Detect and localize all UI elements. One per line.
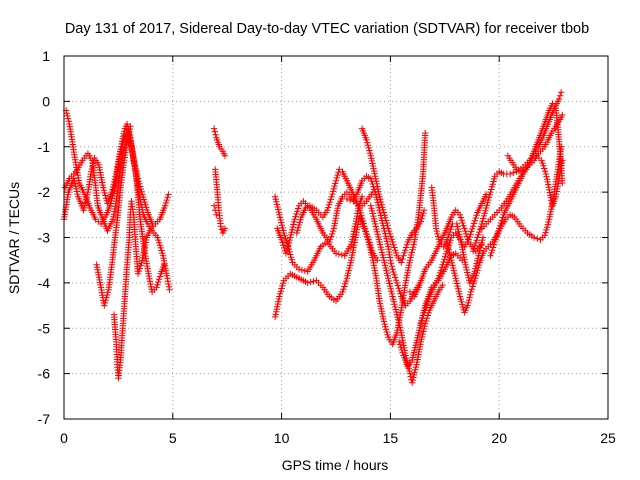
data-markers: [61, 132, 168, 296]
series-track-16: [367, 202, 446, 386]
data-markers: [504, 100, 566, 187]
axis-ticks: 0 5 10 15 20 25 -7 -6 -5 -4 -3 -2 -1 0 1: [38, 48, 616, 446]
data-markers: [343, 173, 422, 309]
series-track-2: [61, 132, 168, 296]
series-track-4: [93, 123, 134, 309]
x-tick-label: 25: [600, 430, 616, 446]
series-track-5: [110, 198, 155, 382]
series-track-15: [358, 125, 428, 266]
series-track-3: [63, 107, 173, 293]
x-tick-label: 0: [60, 430, 68, 446]
data-markers: [417, 191, 490, 327]
series-track-6: [210, 125, 229, 159]
series-track-7: [212, 166, 229, 237]
plot-area: [60, 89, 566, 386]
data-markers: [63, 107, 173, 293]
x-tick-label: 20: [491, 430, 507, 446]
y-tick-label: -1: [38, 139, 51, 155]
chart-title: Day 131 of 2017, Sidereal Day-to-day VTE…: [65, 21, 589, 37]
data-markers: [443, 143, 565, 316]
x-tick-label: 5: [169, 430, 177, 446]
y-tick-label: -2: [38, 184, 51, 200]
x-tick-label: 15: [383, 430, 399, 446]
data-markers: [110, 198, 155, 382]
y-tick-label: -5: [38, 320, 51, 336]
series-track-10: [271, 193, 366, 275]
series-track-21: [443, 143, 565, 316]
grid-lines: [64, 56, 608, 419]
y-tick-label: 0: [42, 93, 50, 109]
series-track-8: [210, 202, 220, 218]
data-markers: [210, 202, 220, 218]
y-tick-label: -4: [38, 275, 51, 291]
series-track-25: [504, 100, 566, 187]
data-markers: [271, 193, 366, 275]
y-tick-label: -7: [38, 411, 51, 427]
y-tick-label: -6: [38, 366, 51, 382]
series-track-22: [469, 89, 565, 255]
series-track-9: [271, 216, 362, 321]
series-track-19: [417, 191, 490, 327]
data-markers: [356, 129, 429, 348]
data-markers: [469, 89, 565, 255]
data-markers: [212, 166, 229, 237]
y-tick-label: 1: [42, 48, 50, 64]
series-track-14: [356, 129, 429, 348]
plot-frame: [63, 55, 609, 420]
data-markers: [210, 125, 229, 159]
y-axis-label: SDTVAR / TECUs: [6, 182, 22, 294]
series-track-13: [343, 173, 422, 309]
data-markers: [271, 216, 362, 321]
x-axis-label: GPS time / hours: [282, 457, 389, 473]
data-markers: [358, 125, 428, 266]
y-tick-label: -3: [38, 230, 51, 246]
data-markers: [367, 202, 446, 386]
x-tick-label: 10: [274, 430, 290, 446]
data-markers: [93, 123, 134, 309]
